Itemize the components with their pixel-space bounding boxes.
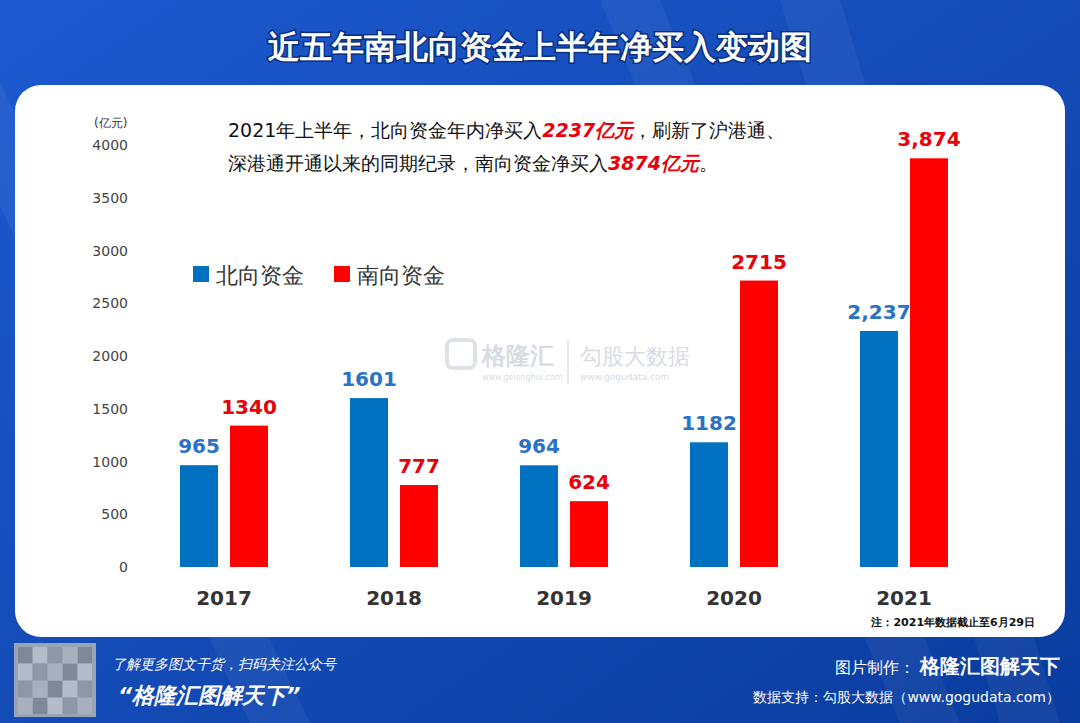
bar <box>910 158 948 567</box>
watermark: 格隆汇 www.gelonghui.com 勾股大数据 www.gogudata.co… <box>447 340 690 384</box>
qr-cell <box>63 681 77 697</box>
qr-cell <box>78 647 92 663</box>
qr-cell <box>33 664 47 680</box>
footer-caption: 了解更多图文干货，扫码关注公众号 <box>112 656 337 672</box>
footer-source: 数据支持：勾股大数据（www.gogudata.com） <box>753 689 1060 705</box>
qr-cell <box>63 647 77 663</box>
legend-swatch <box>334 266 350 282</box>
qr-cell <box>78 698 92 714</box>
qr-box <box>14 643 96 717</box>
y-tick-label: 1500 <box>92 401 128 417</box>
annotation-text: 2021年上半年，北向资金年内净买入 <box>228 119 542 141</box>
watermark-url: www.gogudata.com <box>580 372 669 382</box>
background <box>0 0 1080 723</box>
y-tick-label: 3000 <box>92 243 128 259</box>
data-label: 777 <box>398 454 440 478</box>
qr-cell <box>63 698 77 714</box>
x-tick-label: 2018 <box>366 586 422 610</box>
qr-cell <box>33 647 47 663</box>
data-label: 3,874 <box>897 127 960 151</box>
qr-code <box>14 643 96 717</box>
y-tick-label: 2500 <box>92 295 128 311</box>
qr-cell <box>33 698 47 714</box>
qr-cell <box>78 664 92 680</box>
watermark-url: www.gelonghui.com <box>482 373 563 382</box>
data-label: 2715 <box>731 250 787 274</box>
annotation-text: ，刷新了沪港通、 <box>633 119 785 141</box>
panel <box>15 85 1065 637</box>
qr-cell <box>78 681 92 697</box>
annotation-highlight: 2237亿元 <box>542 119 635 141</box>
y-tick-label: 2000 <box>92 348 128 364</box>
data-label: 624 <box>568 470 610 494</box>
qr-cell <box>48 664 62 680</box>
data-label: 965 <box>178 434 220 458</box>
y-tick <box>135 303 139 304</box>
qr-cell <box>48 681 62 697</box>
note: 注：2021年数据截止至6月29日 <box>870 616 1035 629</box>
data-label: 1601 <box>341 367 397 391</box>
qr-cell <box>18 647 32 663</box>
x-tick-label: 2021 <box>876 586 932 610</box>
legend-swatch <box>193 266 209 282</box>
y-tick-label: 500 <box>101 506 128 522</box>
watermark-divider <box>567 340 569 384</box>
qr-cell <box>18 664 32 680</box>
y-tick <box>135 145 139 146</box>
data-label: 1182 <box>681 411 737 435</box>
bar <box>570 501 608 567</box>
y-tick-label: 3500 <box>92 190 128 206</box>
y-tick-label: 0 <box>119 559 128 575</box>
bar <box>400 485 438 567</box>
watermark-partner: 勾股大数据 <box>580 344 690 369</box>
y-tick <box>135 356 139 357</box>
x-tick-label: 2020 <box>706 586 762 610</box>
y-tick <box>135 197 139 198</box>
footer-credit: 格隆汇图解天下 <box>919 654 1060 678</box>
qr-cell <box>18 681 32 697</box>
watermark-brand: 格隆汇 <box>481 342 554 370</box>
legend-label: 南向资金 <box>357 263 445 288</box>
watermark-logo <box>447 340 475 368</box>
bar <box>180 465 218 567</box>
bar <box>230 426 268 567</box>
y-axis-title: (亿元) <box>94 116 127 130</box>
bar <box>690 442 728 567</box>
y-tick <box>135 250 139 251</box>
page: 近五年南北向资金上半年净买入变动图格隆汇 www.gelonghui.com 勾股大… <box>0 0 1080 723</box>
qr-cell <box>63 664 77 680</box>
bar <box>520 465 558 567</box>
x-tick-label: 2017 <box>196 586 252 610</box>
title: 近五年南北向资金上半年净买入变动图 <box>268 28 812 66</box>
qr-cell <box>48 698 62 714</box>
annotation-highlight: 3874亿元 <box>608 152 701 174</box>
bars <box>180 158 948 567</box>
annotation: 深港通开通以来的同期纪录，南向资金净买入3874亿元。 <box>228 152 718 174</box>
qr-cell <box>18 698 32 714</box>
y-tick <box>135 514 139 515</box>
y-tick-label: 4000 <box>92 137 128 153</box>
annotation-text: 深港通开通以来的同期纪录，南向资金净买入 <box>228 152 608 174</box>
legend-label: 北向资金 <box>216 263 304 288</box>
bar <box>350 398 388 567</box>
bar <box>740 281 778 567</box>
footer-account: “格隆汇图解天下” <box>118 683 300 708</box>
data-label: 1340 <box>221 395 277 419</box>
y-tick <box>135 567 139 568</box>
data-label: 964 <box>518 434 560 458</box>
qr-cell <box>33 681 47 697</box>
data-label: 2,237 <box>847 300 910 324</box>
y-tick <box>135 461 139 462</box>
y-tick-label: 1000 <box>92 454 128 470</box>
footer-credit-label: 图片制作： <box>835 658 915 677</box>
annotation: 2021年上半年，北向资金年内净买入2237亿元，刷新了沪港通、 <box>228 119 785 141</box>
qr-cell <box>48 647 62 663</box>
annotation-text: 。 <box>699 152 718 174</box>
y-tick <box>135 408 139 409</box>
bar <box>860 331 898 567</box>
x-tick-label: 2019 <box>536 586 592 610</box>
